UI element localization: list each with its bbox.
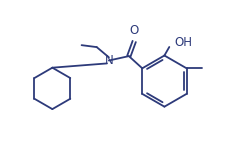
Text: OH: OH bbox=[174, 36, 192, 49]
Text: N: N bbox=[105, 54, 113, 67]
Text: O: O bbox=[130, 24, 139, 37]
